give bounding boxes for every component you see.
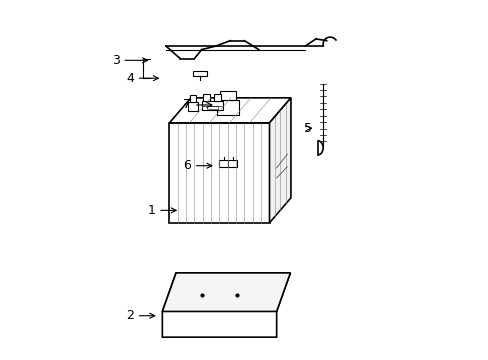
Text: 5: 5 (304, 122, 312, 135)
Polygon shape (162, 273, 290, 311)
Bar (220, 91, 235, 100)
Text: 1: 1 (147, 204, 176, 217)
Bar (217, 100, 238, 114)
Bar (169, 123, 269, 223)
Polygon shape (169, 98, 290, 123)
Bar (222, 102, 233, 111)
Polygon shape (162, 273, 290, 337)
Bar (201, 102, 223, 111)
Text: 6: 6 (183, 159, 211, 172)
Bar (190, 95, 196, 102)
Text: 3: 3 (111, 54, 147, 67)
Bar (187, 102, 198, 111)
Bar (206, 106, 217, 109)
Bar (228, 160, 237, 167)
Polygon shape (269, 98, 290, 223)
Text: 4: 4 (125, 72, 158, 85)
Text: 7: 7 (183, 99, 211, 112)
Bar (192, 71, 206, 76)
Bar (225, 95, 230, 102)
Text: 2: 2 (125, 309, 154, 322)
Bar (203, 94, 209, 102)
Bar (214, 94, 220, 102)
Bar (219, 160, 228, 167)
